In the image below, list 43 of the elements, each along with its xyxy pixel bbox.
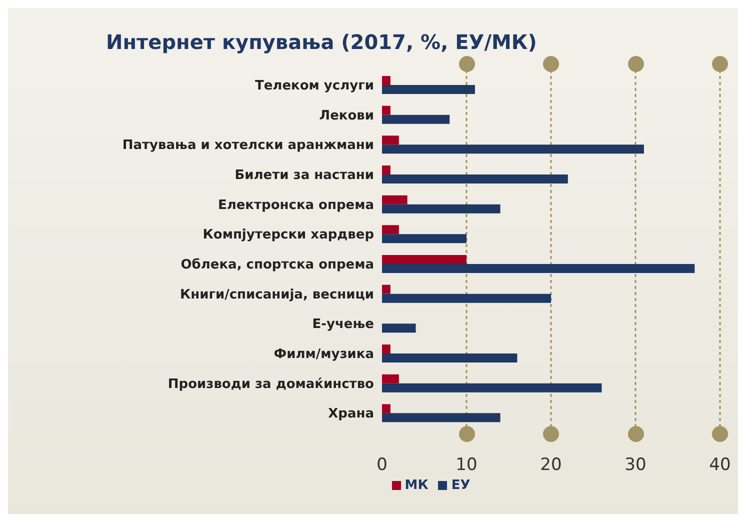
y-tick-label: Патувања и хотелски аранжмани [122, 138, 374, 154]
bar [382, 354, 518, 362]
x-tick-label: 40 [709, 455, 731, 476]
x-tick-label: 20 [540, 455, 562, 476]
legend-label: МК [404, 478, 428, 493]
y-tick-label: Е-учење [312, 317, 374, 332]
y-tick-label: Храна [328, 406, 374, 422]
bar [382, 344, 390, 354]
bar [382, 294, 551, 303]
y-tick-label: Билети за настани [234, 168, 374, 184]
bar [382, 174, 568, 184]
bar [382, 204, 500, 214]
bar [382, 136, 399, 145]
x-tick-label: 0 [376, 455, 388, 476]
y-tick-label: Електронска опрема [218, 198, 374, 213]
bar [382, 234, 466, 244]
bar [382, 383, 602, 392]
y-tick-label: Телеком услуги [254, 78, 374, 94]
bar [382, 144, 644, 154]
legend-label: ЕУ [451, 478, 470, 493]
bar [382, 195, 408, 204]
bar [382, 413, 500, 422]
bar [382, 106, 390, 115]
bar [382, 85, 475, 94]
bar [382, 404, 390, 414]
x-tick-label: 10 [456, 455, 478, 476]
chart-title: Интернет купувања (2017, %, ЕУ/МК) [106, 30, 537, 54]
y-tick-label: Облека, спортска опрема [180, 258, 374, 273]
bar [382, 374, 399, 384]
bar [382, 255, 466, 264]
bar [382, 76, 390, 85]
bar [382, 324, 416, 333]
y-tick-label: Филм/музика [274, 347, 374, 362]
y-tick-label: Лекови [319, 108, 374, 124]
bar [382, 284, 390, 294]
bar [382, 264, 695, 273]
bar [382, 166, 390, 174]
x-tick-label: 30 [624, 455, 646, 476]
y-tick-label: Производи за домаќинство [168, 376, 374, 392]
y-tick-label: Компјутерски хардвер [202, 228, 374, 243]
y-tick-label: Книги/списанија, весници [180, 287, 374, 302]
bar [382, 114, 450, 124]
bar [382, 225, 399, 234]
